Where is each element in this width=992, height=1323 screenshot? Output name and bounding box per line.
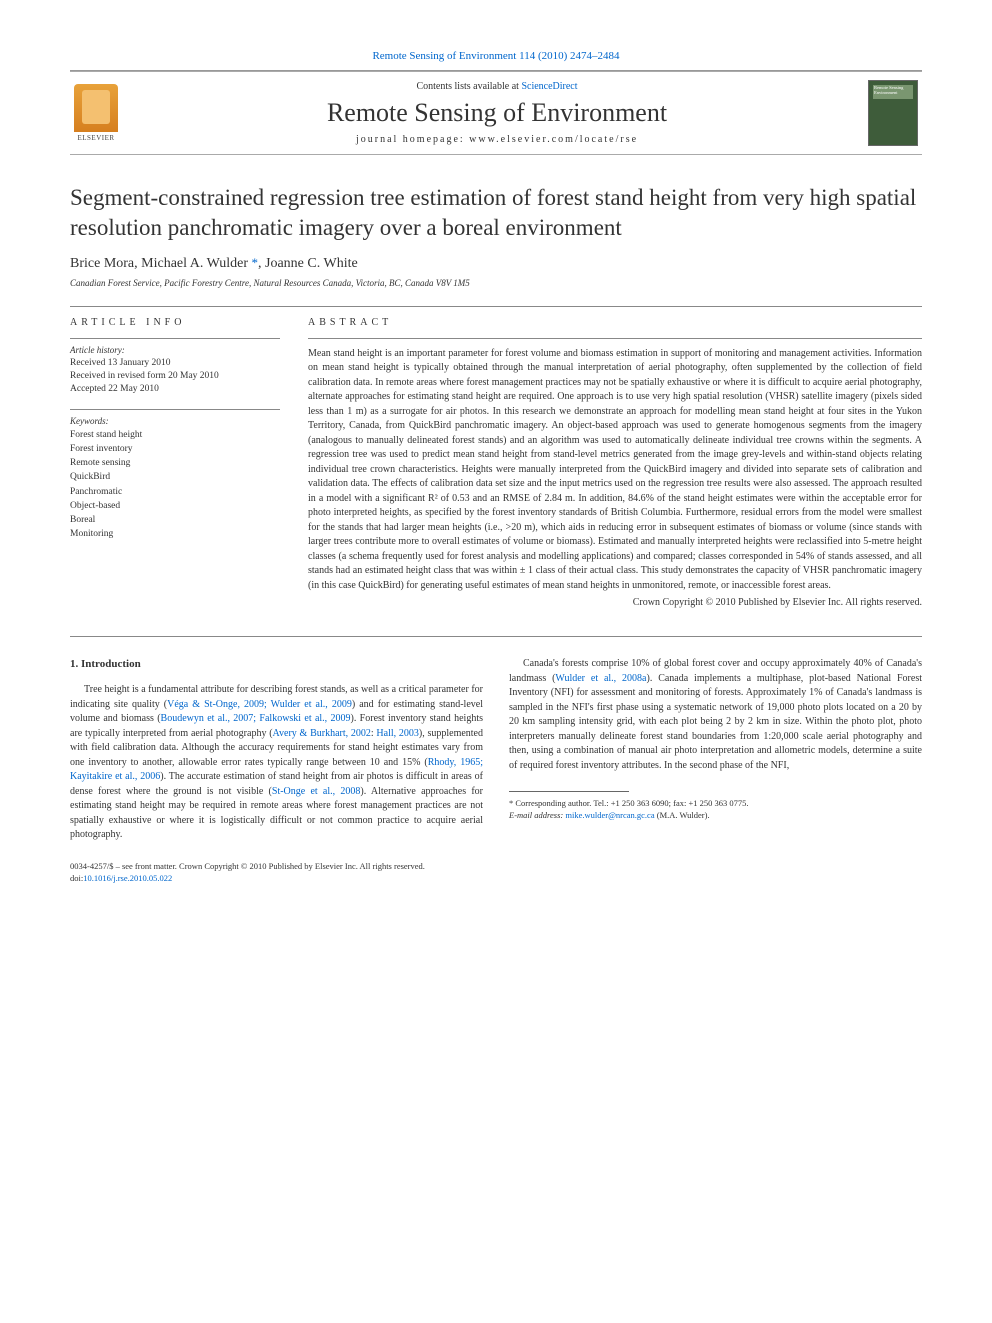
article-info-label: ARTICLE INFO <box>70 317 280 328</box>
keyword: Forest inventory <box>70 442 280 456</box>
keyword: Boreal <box>70 513 280 527</box>
header-center: Contents lists available at ScienceDirec… <box>130 80 864 146</box>
citation-link[interactable]: Hall, 2003 <box>376 728 418 739</box>
keyword: Monitoring <box>70 527 280 541</box>
email-label: E-mail address: <box>509 810 565 820</box>
keyword: Forest stand height <box>70 428 280 442</box>
keyword: Remote sensing <box>70 456 280 470</box>
article-history-block: Article history: Received 13 January 201… <box>70 338 280 397</box>
intro-paragraph-2: Canada's forests comprise 10% of global … <box>509 657 922 773</box>
journal-homepage: journal homepage: www.elsevier.com/locat… <box>130 134 864 145</box>
keywords-block: Keywords: Forest stand height Forest inv… <box>70 409 280 542</box>
contents-prefix: Contents lists available at <box>416 81 521 92</box>
citation-link[interactable]: Véga & St-Onge, 2009; Wulder et al., 200… <box>167 699 352 710</box>
article-title: Segment-constrained regression tree esti… <box>70 183 922 243</box>
abstract-copyright: Crown Copyright © 2010 Published by Else… <box>308 597 922 608</box>
abstract-block: Mean stand height is an important parame… <box>308 338 922 609</box>
footnote-separator <box>509 791 629 792</box>
article-info-column: ARTICLE INFO Article history: Received 1… <box>70 317 280 621</box>
abstract-text: Mean stand height is an important parame… <box>308 347 922 594</box>
abstract-label: ABSTRACT <box>308 317 922 328</box>
keyword: Object-based <box>70 499 280 513</box>
keywords-list: Forest stand height Forest inventory Rem… <box>70 428 280 542</box>
body-columns: 1. Introduction Tree height is a fundame… <box>70 657 922 842</box>
journal-reference-link[interactable]: Remote Sensing of Environment 114 (2010)… <box>372 50 619 62</box>
page-footer: 0034-4257/$ – see front matter. Crown Co… <box>70 861 922 885</box>
corr-email-line: E-mail address: mike.wulder@nrcan.gc.ca … <box>509 810 922 822</box>
email-suffix: (M.A. Wulder). <box>655 810 710 820</box>
authors-pre: Brice Mora, Michael A. Wulder <box>70 256 252 271</box>
affiliation: Canadian Forest Service, Pacific Forestr… <box>70 278 922 288</box>
footer-doi: doi:10.1016/j.rse.2010.05.022 <box>70 873 922 885</box>
sciencedirect-link[interactable]: ScienceDirect <box>521 81 577 92</box>
cover-thumbnail: Remote Sensing Environment <box>868 80 918 146</box>
doi-link[interactable]: 10.1016/j.rse.2010.05.022 <box>83 873 172 883</box>
keyword: Panchromatic <box>70 485 280 499</box>
meta-row: ARTICLE INFO Article history: Received 1… <box>70 317 922 621</box>
citation-link[interactable]: St-Onge et al., 2008 <box>272 786 360 797</box>
intro-heading: 1. Introduction <box>70 657 483 673</box>
p2-b: ). Canada implements a multiphase, plot-… <box>509 673 922 771</box>
authors-post: , Joanne C. White <box>258 256 358 271</box>
citation-link[interactable]: Avery & Burkhart, 2002 <box>273 728 371 739</box>
keyword: QuickBird <box>70 470 280 484</box>
corr-contact: * Corresponding author. Tel.: +1 250 363… <box>509 798 922 810</box>
email-link[interactable]: mike.wulder@nrcan.gc.ca <box>565 810 654 820</box>
authors: Brice Mora, Michael A. Wulder *, Joanne … <box>70 255 922 272</box>
journal-cover: Remote Sensing Environment <box>864 80 922 146</box>
elsevier-tree-icon <box>74 84 118 132</box>
journal-reference: Remote Sensing of Environment 114 (2010)… <box>70 50 922 62</box>
contents-line: Contents lists available at ScienceDirec… <box>130 81 864 92</box>
doi-label: doi: <box>70 873 83 883</box>
publisher-logo: ELSEVIER <box>70 80 130 146</box>
history-text: Received 13 January 2010 Received in rev… <box>70 357 280 397</box>
keywords-heading: Keywords: <box>70 416 280 426</box>
journal-title: Remote Sensing of Environment <box>130 98 864 128</box>
publisher-name: ELSEVIER <box>77 134 114 142</box>
abstract-column: ABSTRACT Mean stand height is an importa… <box>308 317 922 621</box>
journal-header: ELSEVIER Contents lists available at Sci… <box>70 71 922 155</box>
history-heading: Article history: <box>70 345 280 355</box>
cover-label: Remote Sensing Environment <box>874 86 917 96</box>
corresponding-footnote: * Corresponding author. Tel.: +1 250 363… <box>509 798 922 822</box>
footer-copyright: 0034-4257/$ – see front matter. Crown Co… <box>70 861 922 873</box>
post-abstract-rule <box>70 636 922 637</box>
meta-rule <box>70 306 922 307</box>
intro-paragraph-1: Tree height is a fundamental attribute f… <box>70 683 483 843</box>
citation-link[interactable]: Boudewyn et al., 2007; Falkowski et al.,… <box>161 713 351 724</box>
citation-link[interactable]: Wulder et al., 2008a <box>555 673 646 684</box>
